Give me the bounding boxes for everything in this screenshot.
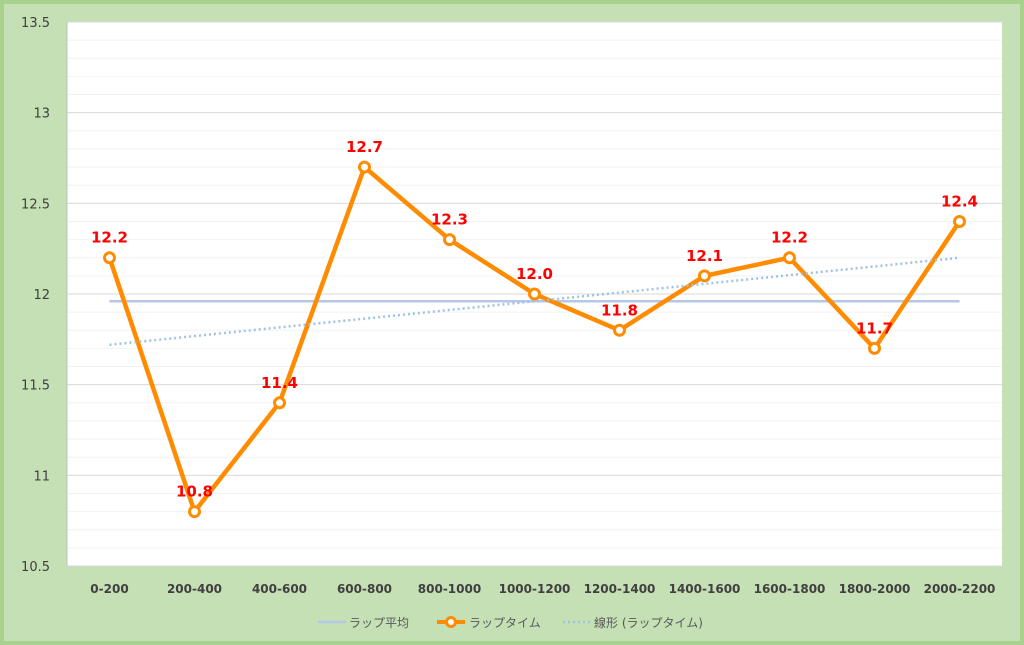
data-point-marker [698, 269, 711, 283]
data-point-marker [868, 341, 881, 355]
y-tick-label: 11.5 [21, 379, 50, 394]
data-point-marker [358, 160, 371, 174]
x-tick-label: 800-1000 [418, 582, 481, 596]
x-tick-label: 1400-1600 [669, 582, 741, 596]
data-label: 10.8 [176, 483, 213, 501]
x-tick-label: 2000-2200 [924, 582, 996, 596]
legend-marker-lap-time [445, 616, 457, 628]
data-point-marker [953, 214, 966, 228]
data-point-marker [613, 323, 626, 337]
data-label: 11.8 [601, 301, 638, 319]
data-point-marker [528, 287, 541, 301]
data-label: 12.2 [771, 229, 808, 247]
x-tick-label: 200-400 [167, 582, 222, 596]
data-label: 11.4 [261, 374, 298, 392]
legend-label-lap-time: ラップタイム [469, 616, 541, 630]
data-label: 12.3 [431, 211, 468, 229]
data-point-marker [273, 396, 286, 410]
legend-label-average: ラップ平均 [349, 616, 409, 630]
x-tick-label: 0-200 [90, 582, 128, 596]
data-point-marker [188, 505, 201, 519]
y-tick-label: 10.5 [21, 560, 50, 575]
x-tick-label: 1600-1800 [754, 582, 826, 596]
data-label: 12.7 [346, 138, 383, 156]
data-label: 12.2 [91, 229, 128, 247]
y-tick-label: 13 [33, 107, 50, 122]
data-label: 12.1 [686, 247, 723, 265]
x-tick-label: 1800-2000 [839, 582, 911, 596]
x-tick-label: 1000-1200 [499, 582, 571, 596]
y-tick-label: 12 [33, 288, 50, 303]
data-label: 11.7 [856, 319, 893, 337]
x-tick-label: 400-600 [252, 582, 307, 596]
x-tick-label: 1200-1400 [584, 582, 656, 596]
data-point-marker [103, 251, 116, 265]
y-tick-label: 11 [33, 469, 50, 484]
legend-label-trend: 線形 (ラップタイム) [594, 615, 703, 630]
y-tick-label: 13.5 [21, 16, 50, 31]
data-label: 12.4 [941, 192, 978, 210]
y-tick-label: 12.5 [21, 197, 50, 212]
data-label: 12.0 [516, 265, 553, 283]
data-point-marker [443, 233, 456, 247]
x-tick-label: 600-800 [337, 582, 392, 596]
data-point-marker [783, 251, 796, 265]
